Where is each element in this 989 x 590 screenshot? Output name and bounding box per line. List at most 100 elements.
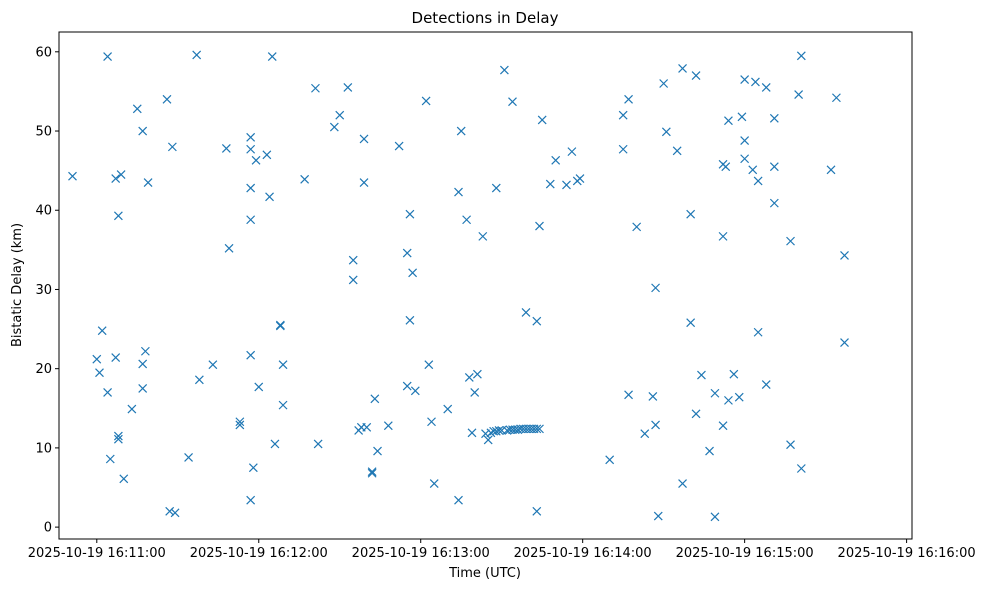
data-point-34 — [246, 144, 256, 154]
data-point-87 — [472, 369, 482, 379]
data-point-42 — [262, 150, 272, 160]
data-point-100 — [508, 97, 517, 107]
x-tick-label-4: 2025-10-19 16:15:00 — [676, 546, 814, 561]
x-tick-label-3: 2025-10-19 16:14:00 — [514, 546, 652, 561]
data-point-127 — [624, 390, 633, 400]
data-point-133 — [653, 511, 663, 521]
data-point-153 — [729, 369, 739, 379]
data-point-170 — [794, 90, 804, 100]
data-point-135 — [661, 127, 671, 137]
data-point-7 — [111, 174, 121, 183]
data-point-123 — [605, 455, 615, 465]
data-point-37 — [246, 350, 256, 360]
data-point-11 — [113, 211, 123, 221]
data-point-14 — [127, 404, 137, 414]
data-point-5 — [103, 52, 113, 61]
data-point-75 — [421, 96, 431, 106]
data-point-64 — [367, 468, 377, 478]
y-tick-label-1: 10 — [35, 441, 52, 456]
data-point-141 — [691, 71, 701, 80]
data-point-26 — [192, 50, 202, 60]
x-axis: 2025-10-19 16:11:00 2025-10-19 16:12:00 20… — [28, 539, 976, 561]
data-point-151 — [724, 116, 733, 126]
data-point-116 — [537, 115, 547, 125]
data-point-15 — [132, 104, 142, 114]
data-point-28 — [208, 360, 218, 370]
data-point-21 — [162, 94, 172, 104]
data-point-122 — [575, 174, 585, 183]
data-point-173 — [826, 165, 836, 175]
data-point-118 — [551, 155, 561, 165]
data-point-10 — [113, 434, 123, 444]
data-point-19 — [140, 346, 150, 356]
data-point-128 — [632, 222, 642, 232]
data-point-52 — [313, 439, 323, 449]
data-point-164 — [761, 380, 771, 389]
data-point-73 — [408, 268, 418, 278]
data-point-144 — [705, 446, 714, 456]
data-point-134 — [659, 79, 669, 88]
data-point-165 — [769, 113, 779, 123]
data-point-20 — [143, 178, 153, 187]
y-tick-label-0: 0 — [44, 521, 52, 536]
data-point-113 — [532, 506, 542, 516]
data-point-111 — [532, 424, 542, 434]
data-point-18 — [138, 359, 148, 369]
data-point-176 — [840, 338, 849, 347]
data-point-155 — [737, 112, 747, 122]
data-point-44 — [267, 52, 277, 61]
y-tick-label-5: 50 — [35, 125, 52, 140]
data-point-12 — [116, 170, 126, 180]
data-point-107 — [521, 308, 531, 317]
x-tick-label-2: 2025-10-19 16:13:00 — [352, 546, 490, 561]
data-point-32 — [235, 420, 245, 430]
data-point-81 — [454, 495, 463, 505]
data-point-4 — [103, 388, 113, 397]
data-point-16 — [138, 126, 148, 136]
data-point-131 — [651, 420, 660, 430]
data-point-163 — [761, 83, 771, 92]
data-point-67 — [383, 421, 393, 431]
data-point-25 — [184, 452, 193, 462]
data-point-57 — [348, 275, 358, 285]
data-point-140 — [686, 318, 696, 328]
data-point-61 — [359, 134, 369, 144]
data-point-62 — [362, 422, 372, 432]
data-point-43 — [265, 192, 274, 202]
data-point-40 — [251, 155, 261, 165]
data-point-77 — [427, 417, 436, 427]
data-point-36 — [246, 215, 256, 225]
data-point-172 — [796, 464, 806, 473]
data-point-157 — [740, 136, 750, 145]
data-point-33 — [246, 132, 256, 142]
data-point-63 — [367, 467, 377, 477]
data-point-167 — [769, 198, 779, 208]
chart-title: Detections in Delay — [412, 9, 559, 27]
data-point-139 — [686, 209, 696, 219]
data-point-136 — [672, 146, 682, 156]
plot-frame — [58, 31, 913, 540]
y-tick-label-6: 60 — [35, 45, 52, 60]
data-point-83 — [462, 215, 472, 225]
data-point-158 — [740, 75, 750, 84]
data-point-56 — [348, 255, 358, 265]
data-point-0 — [68, 171, 77, 181]
data-point-80 — [454, 187, 463, 197]
data-point-9 — [113, 431, 123, 441]
data-point-132 — [651, 283, 660, 293]
data-point-161 — [753, 176, 763, 186]
data-point-130 — [648, 391, 658, 401]
data-point-143 — [697, 370, 706, 380]
data-point-55 — [343, 83, 353, 92]
data-point-129 — [640, 429, 650, 439]
data-point-54 — [335, 110, 345, 120]
y-axis: 0 10 20 30 40 50 60 — [35, 45, 59, 536]
data-point-149 — [718, 421, 728, 431]
data-point-95 — [494, 426, 504, 435]
data-point-124 — [618, 110, 628, 120]
data-point-13 — [119, 474, 129, 484]
data-point-27 — [194, 375, 204, 385]
data-point-41 — [254, 382, 264, 392]
data-point-171 — [796, 51, 806, 61]
